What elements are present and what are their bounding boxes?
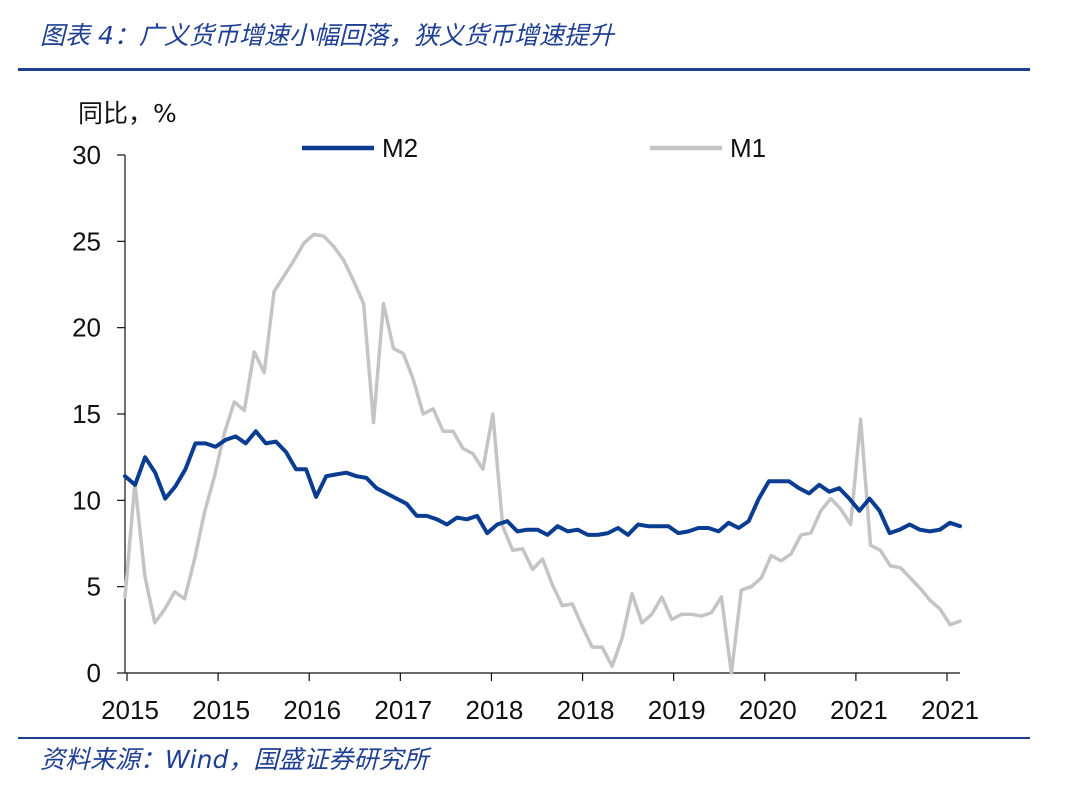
y-tick-label: 0 xyxy=(87,658,101,688)
series-line-m2 xyxy=(123,429,962,537)
y-tick-label: 15 xyxy=(72,399,101,429)
series-line-m1 xyxy=(123,232,962,675)
source-rule xyxy=(18,737,1030,739)
y-tick-label: 20 xyxy=(72,313,101,343)
y-tick-label: 30 xyxy=(72,140,101,170)
x-tick-label: 2018 xyxy=(466,695,524,725)
x-tick-label: 2018 xyxy=(557,695,615,725)
source-note: 资料来源：Wind，国盛证券研究所 xyxy=(40,745,429,774)
x-tick-label: 2015 xyxy=(192,695,250,725)
x-tick-label: 2017 xyxy=(374,695,432,725)
y-tick-label: 10 xyxy=(72,485,101,515)
x-tick-label: 2019 xyxy=(648,695,706,725)
y-axis-label: 同比，% xyxy=(78,99,177,128)
x-tick-label: 2016 xyxy=(283,695,341,725)
x-tick-label: 2020 xyxy=(739,695,797,725)
x-tick-label: 2015 xyxy=(101,695,159,725)
legend-label-m1: M1 xyxy=(730,133,766,163)
chart-series xyxy=(123,232,962,675)
legend-label-m2: M2 xyxy=(382,133,418,163)
chart-axes: 0 5 10 15 20 25 30 2015 2015 2016 2017 2018 2018 2019… xyxy=(72,140,979,725)
x-tick-label: 2021 xyxy=(830,695,888,725)
chart-legend: M2 M1 xyxy=(302,133,766,163)
x-tick-label: 2021 xyxy=(921,695,979,725)
chart-title: 图表 4：广义货币增速小幅回落，狭义货币增速提升 xyxy=(40,21,614,50)
y-tick-label: 25 xyxy=(72,226,101,256)
y-tick-label: 5 xyxy=(87,572,101,602)
title-rule xyxy=(18,68,1030,71)
